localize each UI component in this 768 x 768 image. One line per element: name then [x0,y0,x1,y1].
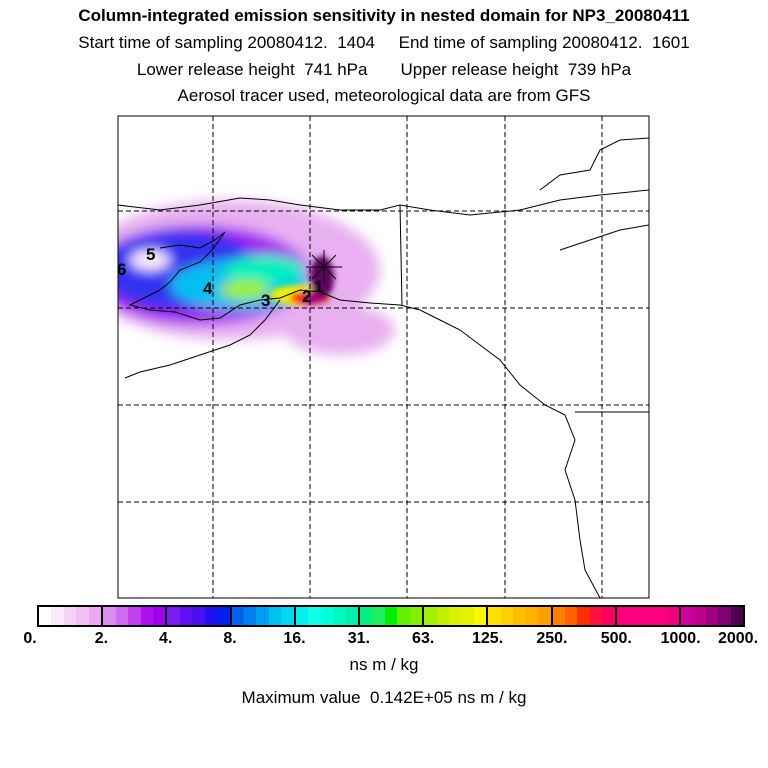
colorbar-tick-label: 125. [471,630,504,647]
colorbar-swatch [488,607,501,625]
colorbar-swatch [436,607,449,625]
colorbar-swatch [320,607,334,625]
figure-title: Column-integrated emission sensitivity i… [78,6,690,25]
colorbar-swatch [641,607,654,625]
day-marker: 3 [261,291,270,310]
sampling-times: Start time of sampling 20080412. 1404 En… [78,33,690,52]
colorbar-swatch [128,607,141,625]
day-marker: 2 [302,287,311,306]
colorbar-swatch [629,607,642,625]
graticule [118,116,649,598]
colorbar-swatch [372,607,385,625]
colorbar-tick-label: 500. [600,630,632,647]
colorbar-swatch [384,607,398,625]
colorbar-swatch [231,607,244,625]
colorbar-swatch [152,607,166,625]
colorbar-segment [231,607,296,625]
colorbar-swatch [167,607,180,625]
colorbar-swatch [589,607,603,625]
colorbar-swatch [244,607,257,625]
colorbar-swatch [179,607,193,625]
colorbar-swatch [577,607,590,625]
day-marker: 5 [146,245,155,264]
colorbar-swatch [680,607,694,625]
colorbar-tick-label: 0. [23,630,37,647]
colorbar-swatch [500,607,514,625]
colorbar-swatch [730,607,744,625]
colorbar-swatch [564,607,578,625]
colorbar-tick-label: 2. [94,630,109,647]
day-marker: 4 [203,279,213,298]
colorbar-swatch [449,607,462,625]
colorbar-swatch [616,607,630,625]
colorbar-swatch [705,607,719,625]
colorbar-swatch [397,607,410,625]
sensitivity-plume [118,200,395,355]
colorbar-swatch [333,607,346,625]
colorbar-swatch [140,607,153,625]
colorbar [37,605,745,627]
colorbar-segment [359,607,425,625]
colorbar-swatch [268,607,282,625]
day-marker: 6 [117,260,126,279]
colorbar-swatch [525,607,539,625]
colorbar-segment [39,607,104,625]
colorbar-segment [488,607,553,625]
colorbar-swatch [473,607,487,625]
colorbar-swatch [51,607,64,625]
colorbar-swatch [552,607,565,625]
colorbar-swatch [256,607,269,625]
colorbar-swatch [295,607,309,625]
colorbar-swatch [281,607,294,625]
colorbar-segment [167,607,232,625]
colorbar-segment [616,607,681,625]
day-markers: 1 2 3 4 5 6 [117,245,323,310]
release-heights: Lower release height 741 hPa Upper relea… [136,60,632,79]
colorbar-swatch [204,607,218,625]
colorbar-tick-label: 16. [283,630,306,647]
colorbar-swatch [461,607,474,625]
colorbar-swatch [409,607,423,625]
colorbar-swatch [63,607,77,625]
colorbar-swatch [654,607,667,625]
colorbar-swatch [345,607,358,625]
colorbar-swatch [513,607,526,625]
colorbar-tick-label: 4. [159,630,173,647]
colorbar-tick-label: 8. [223,630,237,647]
colorbar-segment [680,607,744,625]
colorbar-swatch [693,607,706,625]
colorbar-segment [424,607,489,625]
colorbar-swatch [666,607,679,625]
coastlines [118,137,649,598]
maximum-value: Maximum value 0.142E+05 ns m / kg [241,688,527,707]
colorbar-units: ns m / kg [349,655,419,674]
colorbar-swatch [192,607,205,625]
colorbar-swatch [308,607,321,625]
colorbar-swatch [424,607,437,625]
colorbar-segment [295,607,360,625]
colorbar-segment [552,607,617,625]
colorbar-tick-label: 1000. [660,630,701,647]
colorbar-swatch [359,607,373,625]
colorbar-swatch [538,607,551,625]
tracer-info: Aerosol tracer used, meteorological data… [177,86,591,105]
colorbar-tick-label: 2000. [717,630,759,647]
colorbar-swatch [718,607,731,625]
day-marker: 1 [314,277,323,296]
colorbar-swatch [76,607,89,625]
release-star-icon [306,250,342,284]
colorbar-swatch [88,607,102,625]
colorbar-swatch [103,607,116,625]
colorbar-tick-label: 63. [412,630,435,647]
colorbar-swatch [602,607,615,625]
map-frame [117,115,650,599]
colorbar-swatch [115,607,129,625]
colorbar-swatch [217,607,230,625]
colorbar-tick-label: 31. [347,630,370,647]
colorbar-tick-label: 250. [536,630,568,647]
colorbar-segment [103,607,168,625]
colorbar-swatch [39,607,52,625]
